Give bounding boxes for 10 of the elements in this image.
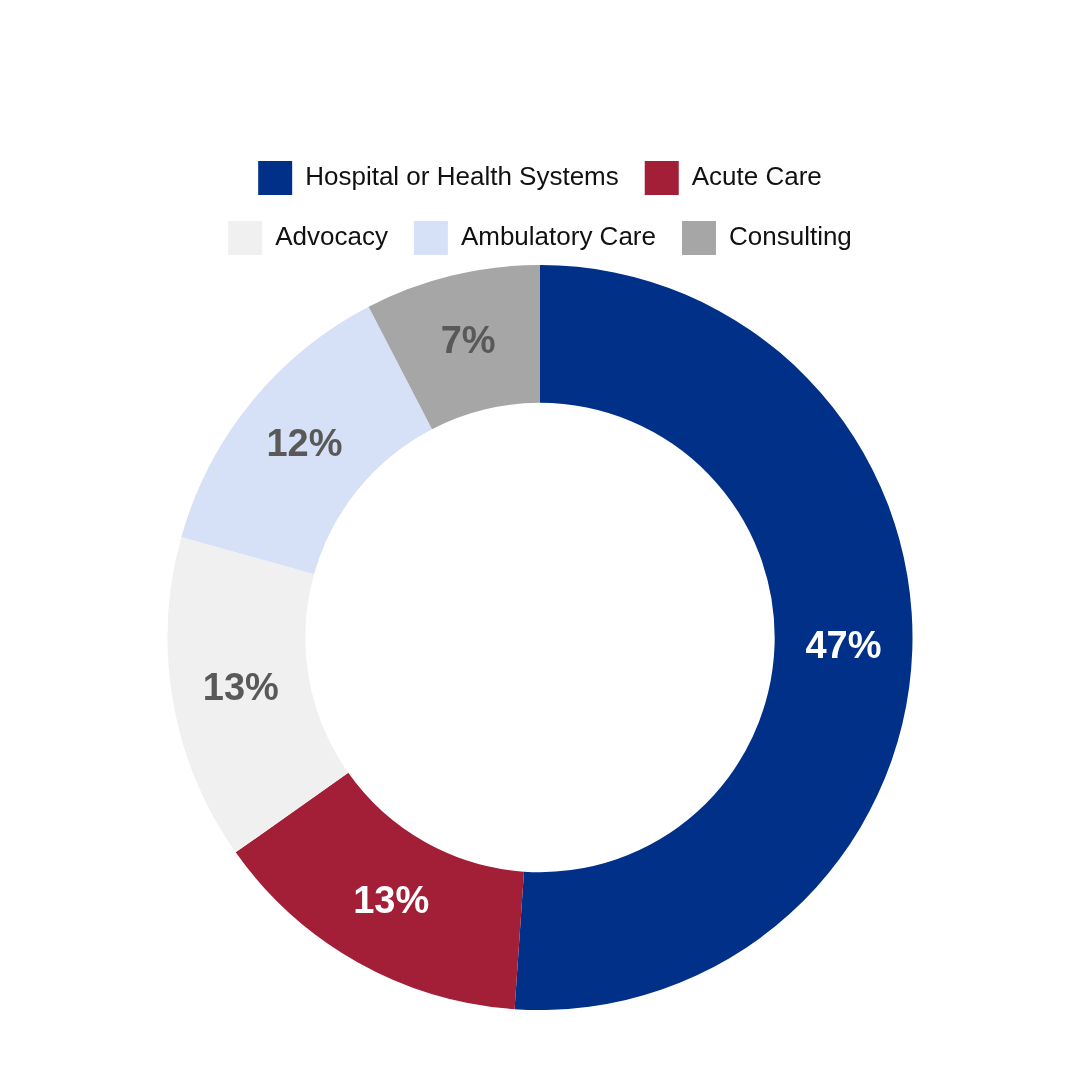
legend-label: Hospital or Health Systems <box>305 161 619 192</box>
legend-label: Ambulatory Care <box>460 221 656 252</box>
legend-label: Acute Care <box>691 161 822 192</box>
data-label: 12% <box>266 422 343 465</box>
data-label: 47% <box>805 624 882 667</box>
legend-label: Advocacy <box>275 221 388 252</box>
legend-label: Consulting <box>728 221 852 252</box>
data-label: 13% <box>353 878 430 921</box>
data-label: 7% <box>440 319 496 362</box>
data-label: 13% <box>202 665 279 708</box>
